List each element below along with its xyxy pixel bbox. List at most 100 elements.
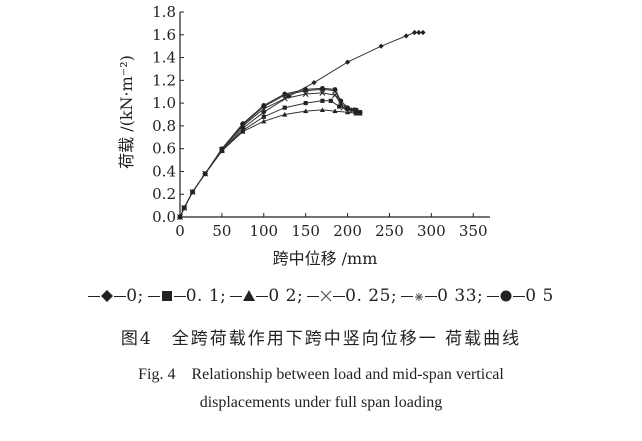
series-line <box>179 32 423 218</box>
data-point-circle <box>303 87 309 92</box>
y-tick-label: 1.4 <box>152 49 176 67</box>
data-point-diamond <box>411 29 418 36</box>
legend-label: 0 2; <box>268 286 304 306</box>
data-point-triangle <box>319 107 326 113</box>
data-point-circle <box>202 171 208 177</box>
series-layer <box>177 29 426 220</box>
y-tick-label: 1.6 <box>152 26 176 44</box>
legend-label: 0. 1; <box>185 286 227 306</box>
series-line <box>179 100 361 218</box>
data-point-circle <box>345 105 350 111</box>
legend-label: 0 5 <box>525 286 554 306</box>
legend-label: 0. 25; <box>345 286 398 306</box>
legend-marker-asterisk <box>414 287 424 307</box>
data-point-circle <box>353 107 359 113</box>
y-tick-label: 0.2 <box>152 185 176 203</box>
data-point-square <box>303 101 308 106</box>
y-axis-ticks: 0.0 0.2 0.4 0.6 0.8 1.0 1.2 1.4 1.6 1.8 <box>152 3 184 226</box>
legend-line <box>147 296 160 297</box>
data-point-square <box>320 98 325 103</box>
series-2 <box>177 98 363 220</box>
legend-item-5: 0 33; <box>401 286 483 307</box>
series-line <box>179 92 357 218</box>
data-point-circle <box>357 109 363 115</box>
data-point-circle <box>177 214 183 220</box>
series-5 <box>177 86 355 220</box>
line-chart: 0 50 100 150 200 250 300 350 0.0 0.2 0.4 0.6 0.8 1.0… <box>117 3 490 268</box>
data-point-triangle <box>261 118 267 124</box>
data-point-diamond <box>378 43 384 49</box>
series-1 <box>177 29 426 220</box>
x-tick-label: 350 <box>459 222 488 240</box>
data-point-square <box>282 105 287 110</box>
x-tick-label: 250 <box>375 222 404 240</box>
legend-line <box>173 296 186 297</box>
data-point-diamond <box>344 59 351 65</box>
legend-marker-diamond <box>101 287 114 307</box>
data-point-diamond <box>261 109 267 115</box>
legend-marker-circle <box>500 287 512 307</box>
data-point-triangle <box>303 108 309 114</box>
x-axis-ticks: 0 50 100 150 200 250 300 350 <box>175 213 488 240</box>
series-line <box>179 88 352 218</box>
legend-line <box>513 296 526 297</box>
x-tick-label: 100 <box>249 222 278 240</box>
data-point-circle <box>261 103 267 108</box>
legend-item-1: 0; <box>88 286 144 307</box>
legend-item-4: 0. 25; <box>307 286 397 307</box>
legend-line <box>425 296 438 297</box>
y-tick-label: 0.4 <box>152 162 176 180</box>
y-axis-label: 荷载 /(kN·m⁻²) <box>117 55 136 169</box>
data-point-triangle <box>282 111 288 117</box>
legend-line <box>487 296 500 297</box>
chart-axes <box>179 12 490 218</box>
x-tick-label: 150 <box>291 222 320 240</box>
data-point-square <box>261 114 266 119</box>
data-point-diamond <box>416 29 422 36</box>
data-point-circle <box>332 87 338 92</box>
data-point-circle <box>320 85 325 91</box>
series-6 <box>177 85 363 220</box>
series-line <box>179 109 361 218</box>
data-point-triangle <box>353 110 359 116</box>
series-line <box>179 87 361 218</box>
y-tick-label: 1.2 <box>152 71 176 89</box>
data-point-circle <box>338 98 344 104</box>
legend-line <box>114 296 127 297</box>
legend-line <box>307 296 320 297</box>
x-tick-label: 300 <box>417 222 446 240</box>
legend-marker-triangle <box>243 287 256 307</box>
legend-marker-square <box>161 287 173 307</box>
data-point-square <box>337 104 342 109</box>
data-point-circle <box>219 146 225 152</box>
legend-line <box>333 296 346 297</box>
legend-label: 0 33; <box>437 286 484 306</box>
data-point-circle <box>190 189 195 195</box>
legend-line <box>88 296 101 297</box>
legend-item-2: 0. 1; <box>147 286 227 307</box>
legend-line <box>230 296 243 297</box>
data-point-triangle <box>332 108 338 114</box>
y-tick-label: 0.6 <box>152 140 176 158</box>
legend-line <box>401 296 414 297</box>
data-point-triangle <box>240 128 246 134</box>
y-tick-label: 0.8 <box>152 117 176 135</box>
series-3 <box>177 107 363 220</box>
data-point-triangle <box>344 109 351 115</box>
figure-caption-en-line2: displacements under full span loading <box>199 394 443 411</box>
legend-item-6: 0 5 <box>487 286 554 307</box>
chart-legend: 0; 0. 1; 0 2; 0. 25; 0 33; 0 5 <box>0 286 642 307</box>
figure-caption-en-line1: Fig. 4 Relationship between load and mid… <box>138 366 504 383</box>
legend-item-3: 0 2; <box>230 286 303 307</box>
figure-caption-cn: 图4 全跨荷载作用下跨中竖向位移一 荷载曲线 <box>120 329 522 349</box>
data-point-circle <box>181 205 187 211</box>
data-point-diamond <box>311 80 317 86</box>
legend-marker-x <box>320 287 332 307</box>
data-point-diamond <box>286 93 292 99</box>
x-tick-label: 200 <box>333 222 362 240</box>
y-tick-label: 1.8 <box>152 3 176 21</box>
x-tick-label: 0 <box>175 222 185 240</box>
y-tick-label: 0.0 <box>152 208 176 226</box>
data-point-asterisk <box>349 107 355 113</box>
legend-label: 0; <box>126 286 144 306</box>
